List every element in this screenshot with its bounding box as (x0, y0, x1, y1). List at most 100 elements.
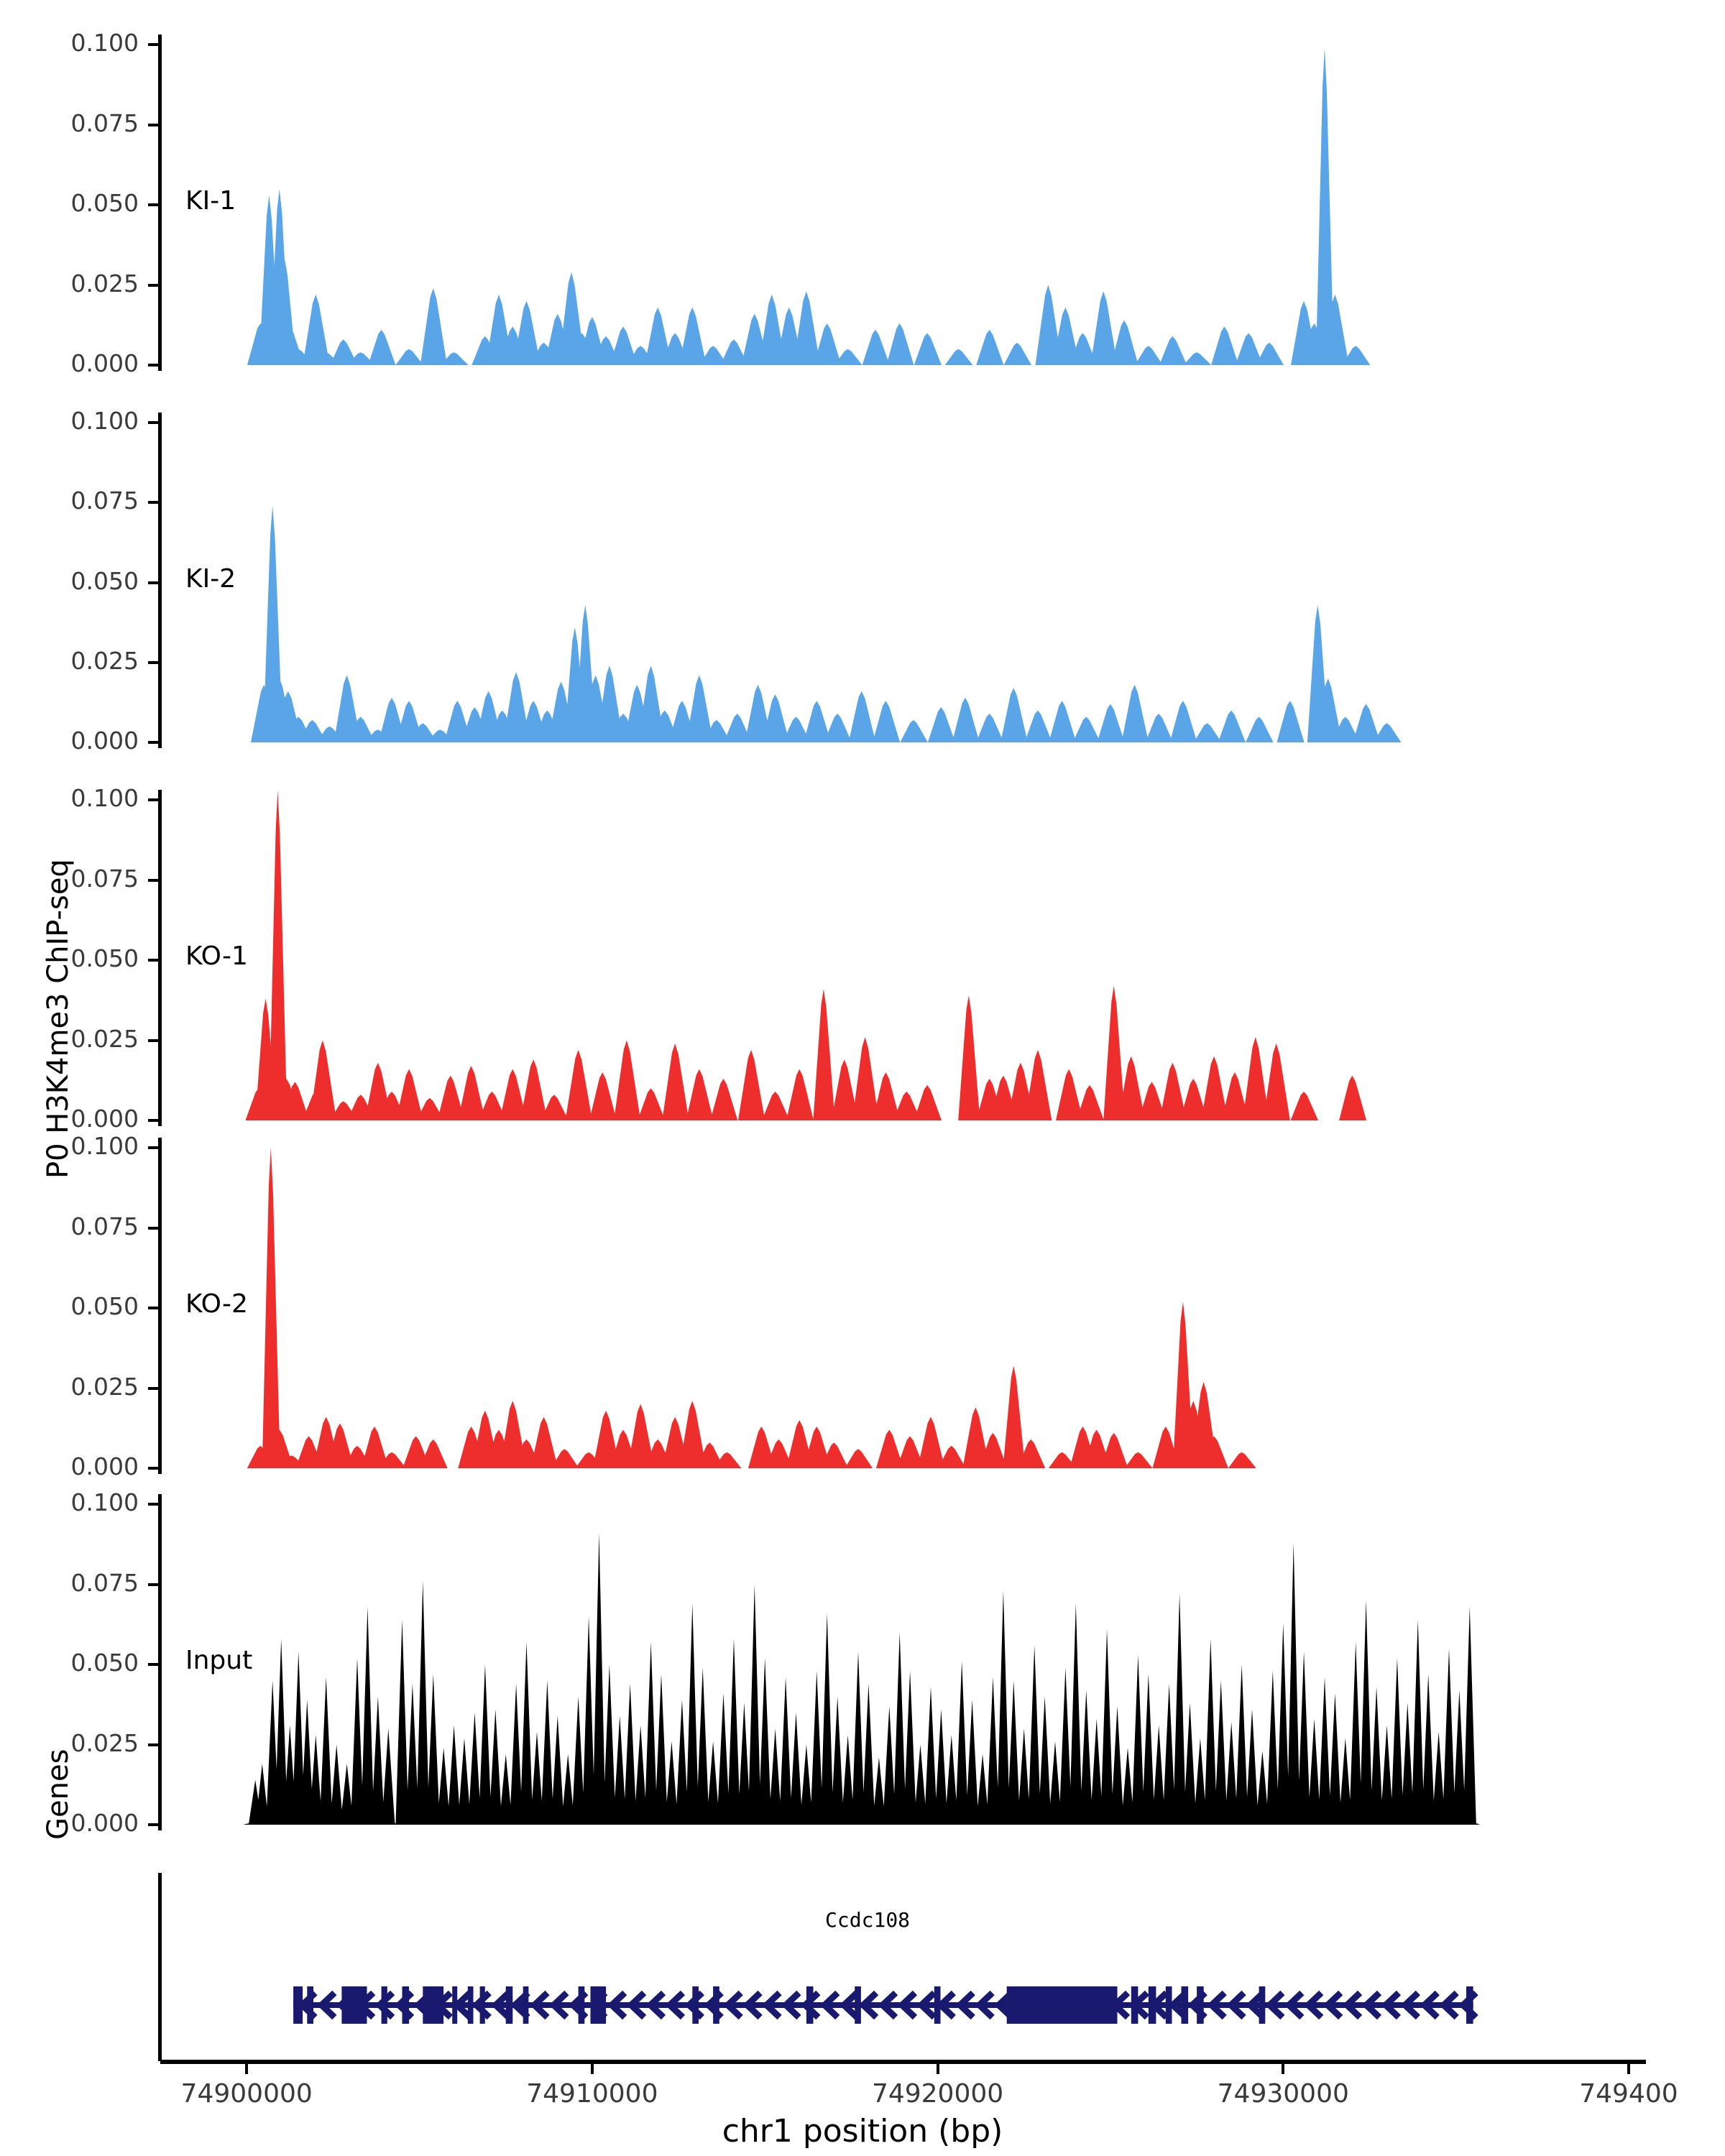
strand-arrow-left-icon (1284, 1990, 1305, 2020)
signal-area (500, 1401, 527, 1468)
gene-exon (590, 1986, 607, 2024)
signal-area (440, 352, 469, 365)
signal-area (831, 1059, 859, 1120)
strand-arrow-left-icon (1322, 1990, 1343, 2020)
gene-exon (1131, 1986, 1138, 2024)
signal-area (793, 291, 821, 365)
y-tick-mark (148, 660, 158, 664)
x-tick-label: 74930000 (1217, 2079, 1349, 2109)
track-y-spine-ki-1 (158, 34, 162, 371)
y-tick-label: 0.050 (70, 1649, 139, 1677)
signal-area (1183, 352, 1212, 365)
gene-exon (1165, 1986, 1172, 2024)
signal-track-ko-1 (245, 790, 1367, 1120)
strand-arrow-left-icon (548, 1990, 569, 2020)
signal-area (298, 719, 327, 742)
x-tick-mark (1627, 2064, 1630, 2074)
track-y-spine-ki-2 (158, 413, 162, 748)
gene-exon (1259, 1986, 1266, 2024)
gene-model-track[interactable] (0, 1980, 1725, 2066)
y-tick-mark (148, 1663, 158, 1666)
signal-area (786, 1420, 814, 1468)
signal-area (938, 1445, 966, 1468)
y-tick-mark (148, 364, 158, 367)
y-tick-label: 0.000 (70, 349, 139, 377)
strand-arrow-left-icon (1264, 1990, 1285, 2020)
signal-area (745, 684, 773, 742)
signal-area (976, 329, 1004, 365)
y-tick-mark (148, 878, 158, 882)
signal-area (762, 1091, 790, 1120)
strand-arrow-left-icon (529, 1990, 550, 2020)
y-tick-label: 0.000 (70, 1809, 139, 1837)
x-tick-mark (590, 2064, 594, 2074)
strand-arrow-left-icon (975, 1990, 995, 2020)
y-tick-mark (148, 203, 158, 206)
signal-area (720, 339, 748, 365)
signal-area (361, 1427, 389, 1468)
y-tick-label: 0.075 (70, 1212, 139, 1240)
signal-area (1048, 1452, 1077, 1468)
signal-area (804, 1427, 832, 1468)
signal-area (1024, 710, 1052, 742)
signal-area (500, 1069, 527, 1120)
signal-area (1100, 1432, 1128, 1468)
signal-area (368, 329, 396, 365)
gene-exon (307, 1986, 313, 2024)
x-tick-label: 74920000 (871, 2079, 1004, 2109)
signal-area (1159, 336, 1187, 365)
strand-arrow-left-icon (1226, 1990, 1246, 2020)
signal-area (347, 352, 375, 365)
signal-area (1211, 326, 1239, 365)
signal-area (713, 1452, 742, 1468)
strand-arrow-left-icon (1245, 1990, 1266, 2020)
gene-exon (713, 1986, 719, 2024)
signal-area (724, 714, 752, 742)
signal-area (1145, 714, 1174, 742)
x-axis-line (160, 2060, 1646, 2064)
signal-area (638, 1088, 666, 1120)
gene-exon (423, 1986, 444, 2024)
signal-area (530, 1416, 558, 1468)
y-tick-mark (148, 123, 158, 126)
signal-area (917, 1416, 945, 1468)
signal-area (416, 1097, 444, 1120)
signal-area (710, 1079, 738, 1120)
signal-area (1097, 704, 1125, 742)
signal-area (1263, 1044, 1290, 1120)
signal-area (699, 346, 728, 365)
signal-area (962, 1407, 990, 1468)
signal-area (627, 1404, 655, 1468)
y-tick-label: 0.025 (70, 269, 139, 298)
signal-area (893, 1091, 921, 1120)
strand-arrow-left-icon (858, 1990, 879, 2020)
signal-area (478, 1091, 507, 1120)
y-tick-label: 0.000 (70, 1105, 139, 1133)
signal-area (269, 790, 288, 1120)
y-tick-mark (148, 1146, 158, 1149)
signal-area (758, 294, 786, 365)
y-tick-label: 0.000 (70, 727, 139, 755)
strand-arrow-left-icon (897, 1990, 918, 2020)
signal-area (1193, 723, 1222, 742)
signal-area (927, 707, 956, 742)
signal-area (326, 1423, 354, 1468)
gene-exon (806, 1986, 814, 2024)
strand-arrow-left-icon (1361, 1990, 1382, 2020)
signal-area (1035, 285, 1062, 365)
y-tick-mark (148, 1119, 158, 1122)
signal-area (1179, 1079, 1208, 1120)
y-tick-mark (148, 959, 158, 962)
y-tick-label: 0.025 (70, 646, 139, 675)
signal-area (976, 714, 1004, 742)
track-label-ko-1: KO-1 (185, 941, 248, 971)
y-tick-mark (148, 798, 158, 801)
strand-arrow-left-icon (742, 1990, 763, 2020)
y-tick-mark (148, 1823, 158, 1826)
strand-arrow-left-icon (839, 1990, 860, 2020)
y-tick-label: 0.100 (70, 1488, 139, 1516)
gene-exon (1006, 1986, 1118, 2024)
y-tick-label: 0.050 (70, 189, 139, 217)
signal-area (1276, 701, 1305, 742)
signal-area (686, 675, 714, 742)
